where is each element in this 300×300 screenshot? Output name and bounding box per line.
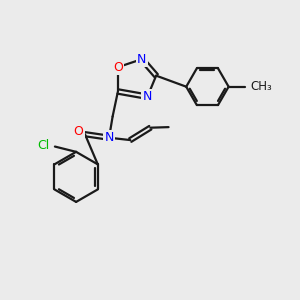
Text: N: N	[104, 131, 114, 144]
Text: N: N	[143, 90, 152, 103]
Text: Cl: Cl	[38, 140, 50, 152]
Text: N: N	[137, 53, 146, 66]
Text: O: O	[74, 125, 83, 138]
Text: O: O	[113, 61, 123, 74]
Text: CH₃: CH₃	[250, 80, 272, 93]
